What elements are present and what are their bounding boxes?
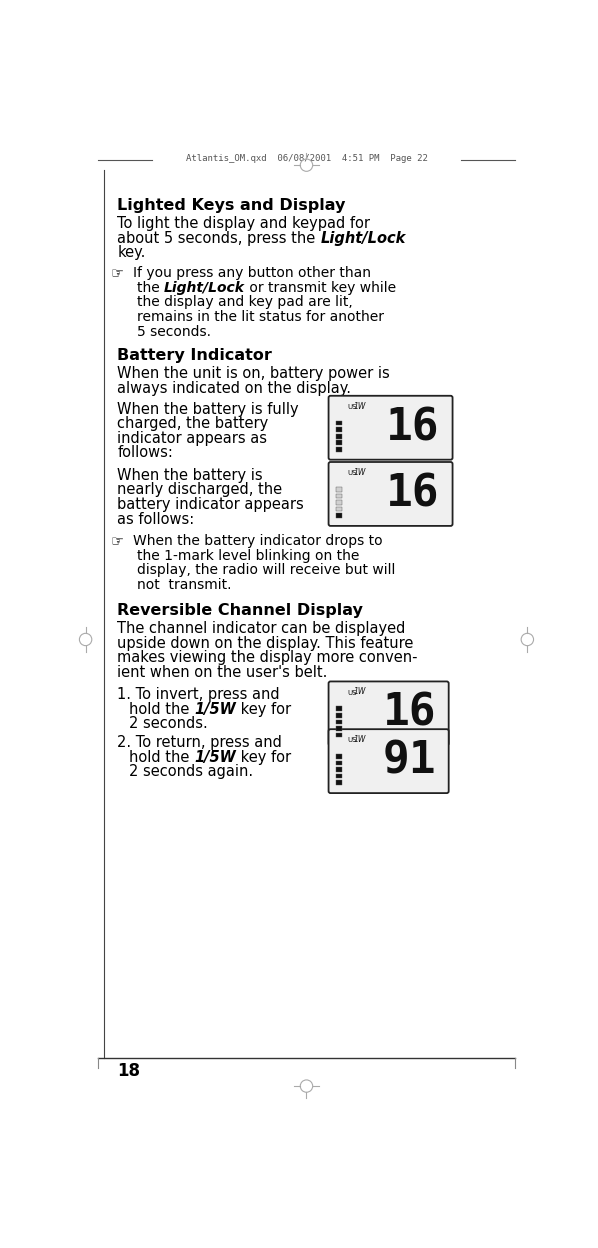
Text: nearly discharged, the: nearly discharged, the [117, 483, 282, 498]
Text: ient when on the user's belt.: ient when on the user's belt. [117, 665, 328, 680]
Text: When the battery is fully: When the battery is fully [117, 402, 299, 417]
Text: US: US [347, 404, 357, 409]
Text: charged, the battery: charged, the battery [117, 416, 269, 431]
Bar [336, 507, 342, 512]
Text: always indicated on the display.: always indicated on the display. [117, 381, 352, 396]
Text: the: the [137, 281, 164, 295]
Text: 16: 16 [386, 407, 439, 449]
Text: 91: 91 [383, 740, 437, 782]
Bar [336, 500, 342, 504]
Text: When the battery indicator drops to: When the battery indicator drops to [133, 534, 383, 548]
Bar [336, 713, 342, 718]
Text: Light/Lock: Light/Lock [321, 231, 405, 246]
Text: 2 seconds again.: 2 seconds again. [129, 764, 253, 779]
Text: as follows:: as follows: [117, 512, 194, 527]
Text: ☞: ☞ [111, 266, 124, 281]
Text: ☞: ☞ [111, 534, 124, 549]
Bar [336, 774, 342, 779]
Bar [336, 733, 342, 738]
Text: The channel indicator can be displayed: The channel indicator can be displayed [117, 622, 406, 636]
Bar [336, 434, 342, 438]
Bar [336, 706, 342, 711]
Text: To light the display and keypad for: To light the display and keypad for [117, 216, 370, 231]
Text: the display and key pad are lit,: the display and key pad are lit, [137, 296, 352, 310]
Text: battery indicator appears: battery indicator appears [117, 497, 304, 512]
Text: 1W: 1W [354, 402, 366, 411]
Text: 1W: 1W [354, 468, 366, 477]
Text: Light/Lock: Light/Lock [164, 281, 245, 295]
Bar [336, 720, 342, 724]
Text: When the battery is: When the battery is [117, 468, 263, 483]
Bar [336, 427, 342, 432]
Text: display, the radio will receive but will: display, the radio will receive but will [137, 563, 395, 578]
Bar [336, 726, 342, 731]
Text: 18: 18 [117, 1062, 141, 1081]
Text: Lighted Keys and Display: Lighted Keys and Display [117, 198, 346, 213]
Text: Battery Indicator: Battery Indicator [117, 348, 272, 363]
Text: US: US [347, 690, 357, 695]
Text: US: US [347, 738, 357, 744]
Bar [336, 780, 342, 785]
Bar [336, 754, 342, 759]
Text: upside down on the display. This feature: upside down on the display. This feature [117, 635, 414, 650]
FancyBboxPatch shape [328, 681, 448, 745]
Text: 1W: 1W [354, 735, 366, 744]
Bar [336, 447, 342, 452]
Text: 2. To return, press and: 2. To return, press and [117, 735, 282, 750]
Text: key for: key for [236, 750, 291, 765]
Text: hold the: hold the [129, 701, 194, 716]
Text: If you press any button other than: If you press any button other than [133, 266, 371, 280]
Text: 16: 16 [383, 691, 437, 735]
Text: about 5 seconds, press the: about 5 seconds, press the [117, 231, 321, 246]
Text: the 1-mark level blinking on the: the 1-mark level blinking on the [137, 549, 359, 563]
Text: Reversible Channel Display: Reversible Channel Display [117, 603, 363, 618]
Bar [336, 768, 342, 773]
Text: or transmit key while: or transmit key while [245, 281, 396, 295]
Text: makes viewing the display more conven-: makes viewing the display more conven- [117, 650, 418, 665]
Text: follows:: follows: [117, 446, 173, 461]
Bar [336, 513, 342, 518]
Bar [336, 761, 342, 765]
Text: US: US [347, 470, 357, 475]
Text: Atlantis_OM.qxd  06/08/2001  4:51 PM  Page 22: Atlantis_OM.qxd 06/08/2001 4:51 PM Page … [185, 155, 428, 163]
Text: 16: 16 [386, 473, 439, 515]
Bar [336, 441, 342, 446]
Text: hold the: hold the [129, 750, 194, 765]
Text: not  transmit.: not transmit. [137, 578, 231, 592]
Text: 1/5W: 1/5W [194, 701, 236, 716]
Text: indicator appears as: indicator appears as [117, 431, 267, 446]
FancyBboxPatch shape [328, 396, 453, 459]
Text: When the unit is on, battery power is: When the unit is on, battery power is [117, 366, 390, 381]
FancyBboxPatch shape [328, 462, 453, 525]
FancyBboxPatch shape [328, 729, 448, 792]
Bar [336, 493, 342, 498]
Bar [336, 421, 342, 426]
Text: key.: key. [117, 246, 146, 261]
Bar [336, 487, 342, 492]
Text: remains in the lit status for another: remains in the lit status for another [137, 310, 384, 324]
Text: 5 seconds.: 5 seconds. [137, 324, 210, 338]
Text: 1/5W: 1/5W [194, 750, 236, 765]
Text: 2 seconds.: 2 seconds. [129, 716, 208, 731]
Text: 1. To invert, press and: 1. To invert, press and [117, 688, 280, 703]
Text: 1W: 1W [354, 688, 366, 696]
Text: key for: key for [236, 701, 291, 716]
